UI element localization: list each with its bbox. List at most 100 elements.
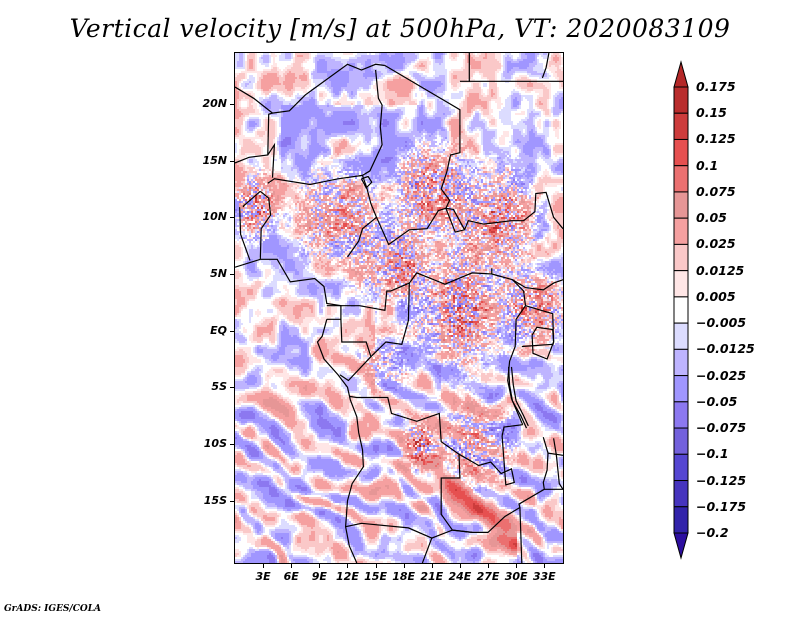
x-tick-mark — [263, 563, 265, 568]
x-tick-label: 3E — [255, 570, 271, 583]
border-line — [349, 395, 473, 533]
colorbar-swatch — [673, 427, 689, 455]
border-line — [458, 424, 523, 486]
border-line — [267, 112, 273, 156]
country-borders — [235, 53, 563, 563]
y-tick-label: 10S — [203, 437, 227, 450]
colorbar-level-label: −0.05 — [696, 393, 738, 409]
border-line — [339, 319, 372, 382]
x-tick-label: 12E — [336, 570, 359, 583]
colorbar-level-label: 0.075 — [696, 183, 736, 199]
colorbar-level-label: −0.005 — [696, 315, 747, 331]
y-tick-mark — [230, 274, 235, 275]
colorbar-level-label: −0.175 — [696, 498, 747, 514]
x-tick-label: 30E — [504, 570, 528, 583]
chart-title: Vertical velocity [m/s] at 500hPa, VT: 2… — [69, 14, 731, 43]
border-line — [235, 258, 342, 320]
x-tick-mark — [291, 563, 293, 568]
border-line — [553, 438, 563, 490]
y-tick-mark — [230, 387, 235, 389]
border-line — [483, 191, 563, 230]
x-tick-label: 9E — [311, 570, 327, 583]
border-line — [541, 53, 550, 79]
y-tick-label: EQ — [210, 323, 227, 337]
colorbar-swatch — [673, 296, 689, 324]
border-line — [521, 343, 553, 348]
colorbar-level-label: −0.2 — [696, 525, 729, 540]
x-tick-mark — [459, 563, 461, 568]
y-tick-label: 20N — [202, 97, 227, 110]
colorbar-level-label: 0.125 — [696, 131, 736, 147]
colorbar-swatch — [673, 401, 689, 429]
colorbar-swatch — [673, 112, 689, 140]
y-tick-mark — [230, 104, 235, 105]
colorbar-extend-min-arrow — [673, 532, 689, 560]
x-tick-label: 15E — [364, 570, 387, 583]
colorbar-level-label: 0.05 — [696, 210, 727, 226]
colorbar-level-label: −0.0125 — [696, 341, 755, 357]
border-line — [259, 190, 272, 260]
x-tick-label: 27E — [476, 570, 500, 583]
colorbar-extend-max-arrow — [673, 60, 689, 88]
x-tick-mark — [403, 563, 405, 568]
grads-credit: GrADS: IGES/COLA — [4, 604, 102, 614]
border-line — [360, 175, 373, 189]
colorbar-level-label: 0.0125 — [696, 262, 745, 278]
border-line — [239, 207, 251, 261]
colorbar-level-label: −0.025 — [696, 367, 747, 383]
y-tick-mark — [230, 500, 235, 502]
x-tick-mark — [375, 563, 377, 568]
border-line — [370, 283, 410, 358]
x-tick-mark — [516, 563, 518, 568]
border-line — [508, 366, 528, 429]
colorbar-level-label: −0.1 — [696, 446, 729, 462]
border-line — [347, 69, 383, 258]
plot-frame-border — [234, 52, 564, 564]
x-tick-mark — [544, 563, 546, 568]
colorbar-swatches — [673, 60, 689, 560]
colorbar-swatch — [673, 86, 689, 114]
map-plot-area — [234, 52, 564, 564]
colorbar-swatch — [673, 138, 689, 167]
colorbar-swatch — [673, 191, 689, 219]
border-line — [316, 319, 365, 563]
colorbar-swatch — [673, 322, 689, 350]
colorbar-swatch — [673, 480, 689, 508]
border-line — [242, 190, 261, 208]
colorbar-swatch — [673, 165, 689, 193]
x-tick-label: 21E — [420, 570, 444, 583]
border-line — [235, 142, 276, 178]
colorbar-level-label: −0.075 — [696, 420, 747, 436]
border-line — [507, 279, 527, 425]
x-tick-mark — [347, 563, 349, 568]
y-tick-mark — [230, 330, 235, 332]
colorbar-level-label: 0.175 — [696, 79, 736, 94]
colorbar-level-label: 0.005 — [696, 288, 736, 304]
y-tick-label: 5S — [211, 380, 227, 394]
y-tick-mark — [230, 444, 235, 445]
x-tick-label: 33E — [532, 570, 556, 583]
vertical-velocity-field — [235, 53, 563, 563]
border-line — [384, 64, 461, 209]
y-tick-mark — [230, 217, 235, 219]
border-line — [547, 452, 563, 456]
colorbar-swatch — [673, 217, 689, 245]
colorbar-swatch — [673, 375, 689, 403]
y-tick-label: 10N — [202, 210, 227, 224]
border-line — [421, 537, 433, 563]
y-tick-label: 5N — [210, 267, 227, 280]
colorbar-level-label: 0.1 — [696, 157, 719, 173]
x-tick-label: 24E — [448, 570, 472, 583]
x-tick-mark — [488, 563, 490, 568]
colorbar-level-label: −0.125 — [696, 472, 747, 488]
y-tick-label: 15S — [203, 493, 227, 507]
border-line — [519, 507, 523, 563]
border-line — [235, 63, 385, 114]
y-tick-label: 15N — [202, 153, 227, 167]
colorbar-level-label: 0.025 — [696, 236, 736, 252]
border-line — [326, 268, 493, 312]
border-line — [267, 174, 363, 186]
border-line — [445, 207, 466, 231]
colorbar-swatch — [673, 453, 689, 482]
x-tick-label: 18E — [392, 570, 416, 583]
